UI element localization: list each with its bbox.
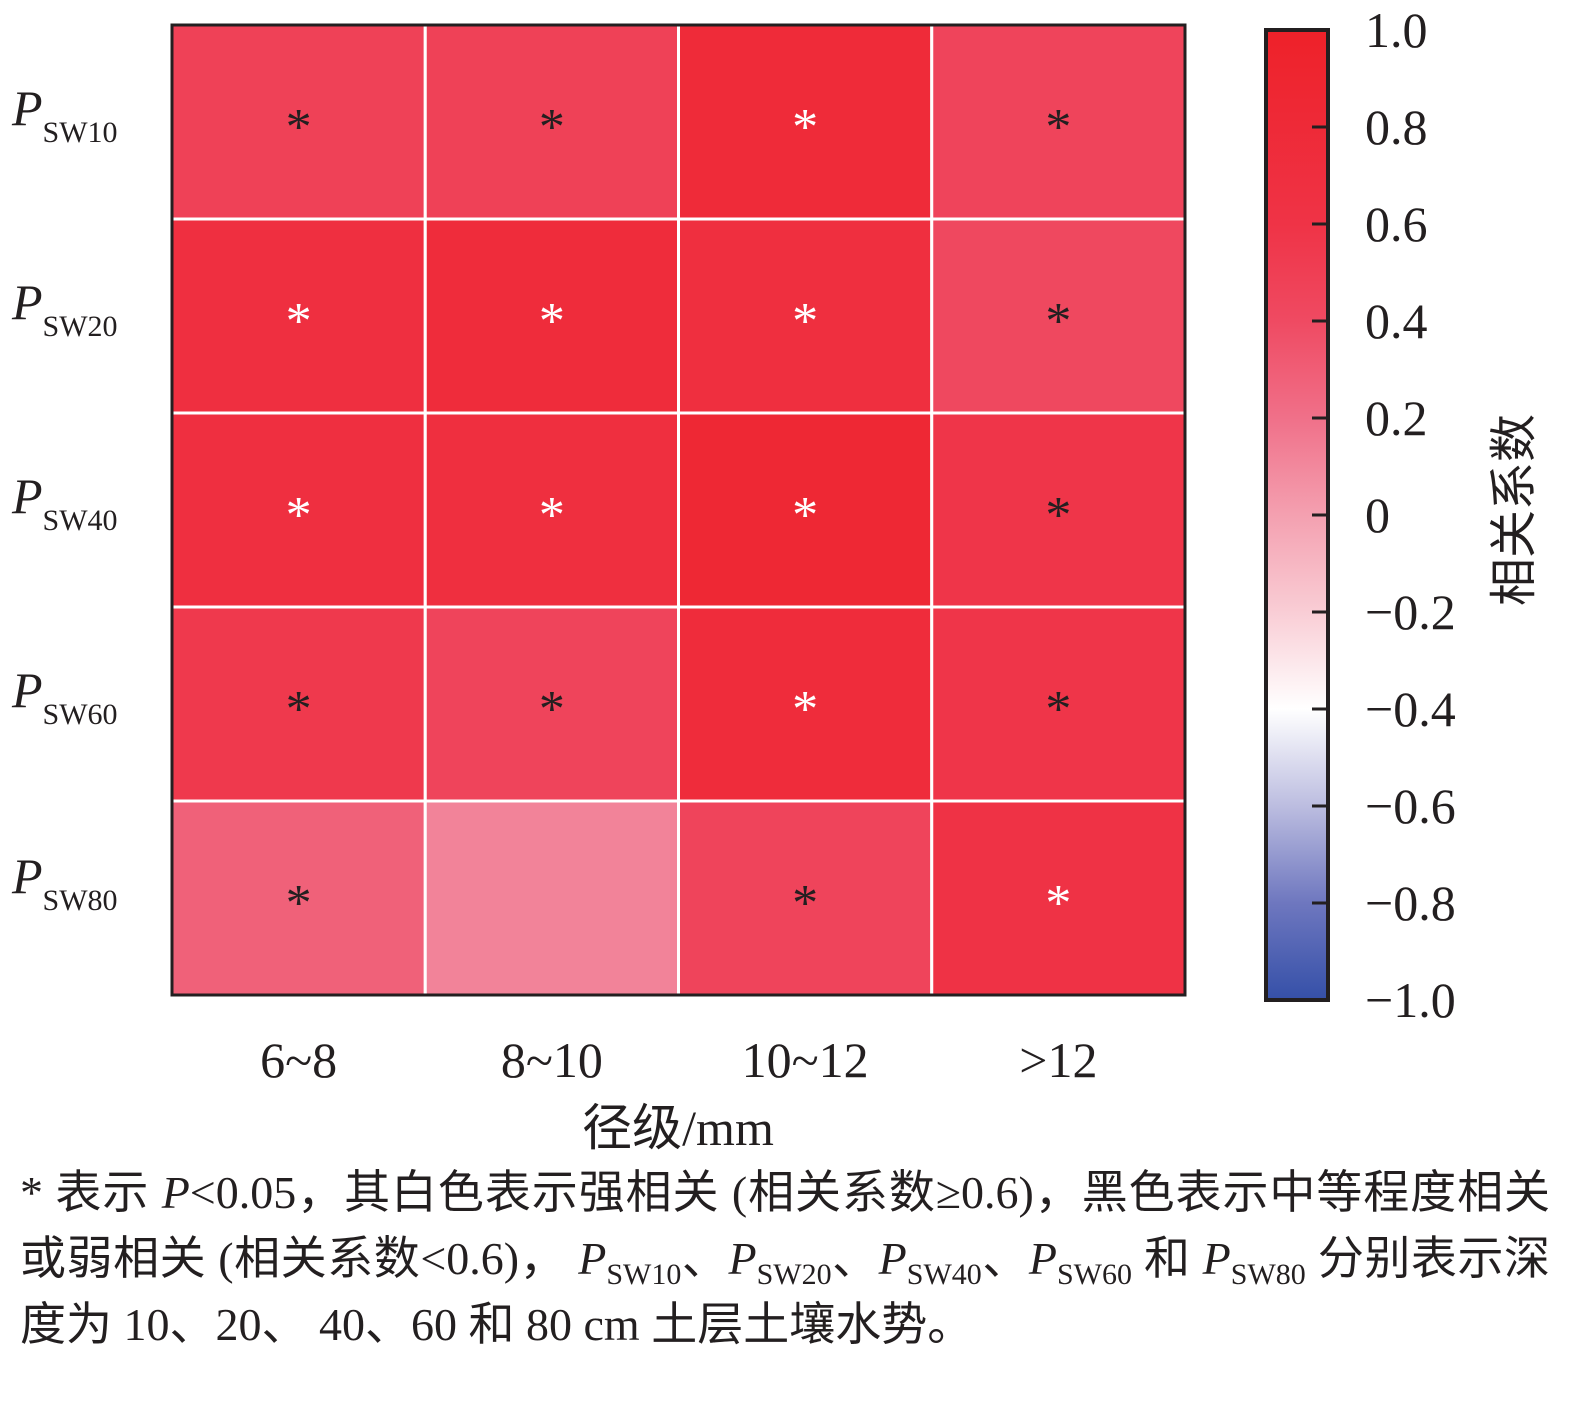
y-axis-labels: PSW10 PSW20 PSW40 PSW60 PSW80 xyxy=(11,80,118,917)
x-tick-label: 6~8 xyxy=(260,1032,337,1088)
significance-marker: * xyxy=(792,875,818,932)
caption-sub: SW80 xyxy=(1230,1258,1306,1291)
colorbar-tick-label: 1.0 xyxy=(1365,2,1428,58)
heatmap-cells: * * * * * * * * * * * * * * * * * * * xyxy=(170,23,1187,997)
caption-sep: 、 xyxy=(681,1233,729,1284)
significance-marker: * xyxy=(286,875,312,932)
heatmap-cell xyxy=(677,799,934,997)
plot-frame xyxy=(170,23,1187,997)
caption-sub: SW20 xyxy=(756,1258,832,1291)
significance-marker: * xyxy=(1045,487,1071,544)
significance-marker: * xyxy=(539,293,565,350)
heatmap-cell xyxy=(170,217,427,415)
y-tick-label: PSW60 xyxy=(11,662,118,731)
colorbar-tick-label: 0.8 xyxy=(1365,99,1428,155)
figure-caption: * 表示 P<0.05，其白色表示强相关 (相关系数≥0.6)，黑色表示中等程度… xyxy=(20,1160,1550,1358)
caption-p: P xyxy=(878,1233,907,1284)
heatmap-cell xyxy=(423,23,680,221)
heatmap-cell xyxy=(930,23,1187,221)
heatmap-cell xyxy=(170,23,427,221)
y-tick-label: PSW40 xyxy=(11,468,118,537)
heatmap-chart: * * * * * * * * * * * * * * * * * * * PSW10 PSW20 PSW40 PSW60… xyxy=(11,2,1541,1156)
significance-marker: * xyxy=(1045,875,1071,932)
x-tick-label: 8~10 xyxy=(501,1032,603,1088)
significance-marker: * xyxy=(792,99,818,156)
heatmap-cell xyxy=(423,799,680,997)
significance-marker: * xyxy=(792,293,818,350)
significance-marker: * xyxy=(539,681,565,738)
caption-p: P xyxy=(728,1233,757,1284)
y-tick-label: PSW80 xyxy=(11,848,118,917)
colorbar-tick-label: 0.2 xyxy=(1365,390,1428,446)
colorbar-tick-label: −0.2 xyxy=(1365,584,1456,640)
significance-marker: * xyxy=(539,99,565,156)
significance-marker: * xyxy=(1045,99,1071,156)
caption-sep: 、 xyxy=(831,1233,879,1284)
colorbar-tick-label: −0.4 xyxy=(1365,681,1456,737)
significance-marker: * xyxy=(792,487,818,544)
heatmap-cell xyxy=(423,411,680,609)
colorbar-tick-label: −0.8 xyxy=(1365,875,1456,931)
significance-marker: * xyxy=(286,99,312,156)
colorbar-tick-label: 0 xyxy=(1365,487,1390,543)
significance-marker: * xyxy=(286,487,312,544)
x-tick-label: 10~12 xyxy=(742,1032,869,1088)
colorbar-label: 相关系数 xyxy=(1488,414,1541,606)
x-axis-labels: 6~8 8~10 10~12 >12 xyxy=(260,1032,1097,1088)
heatmap-cell xyxy=(170,605,427,803)
heatmap-cell xyxy=(930,411,1187,609)
caption-p: P xyxy=(1028,1233,1057,1284)
significance-marker: * xyxy=(539,487,565,544)
caption-and: 和 xyxy=(1132,1233,1203,1284)
significance-marker: * xyxy=(286,681,312,738)
caption-sub: SW10 xyxy=(606,1258,682,1291)
colorbar-ticks: 1.0 0.8 0.6 0.4 0.2 0 −0.2 −0.4 −0.6 −0.8 −1.0 xyxy=(1312,2,1456,1028)
significance-marker: * xyxy=(1045,293,1071,350)
significance-marker: * xyxy=(286,293,312,350)
colorbar-tick-label: −1.0 xyxy=(1365,972,1456,1028)
caption-p: P xyxy=(1202,1233,1231,1284)
caption-p: P xyxy=(161,1167,190,1218)
colorbar-tick-label: −0.6 xyxy=(1365,778,1456,834)
heatmap-cell xyxy=(930,605,1187,803)
y-tick-label: PSW20 xyxy=(11,274,118,343)
heatmap-cell xyxy=(423,217,680,415)
caption-sub: SW40 xyxy=(906,1258,982,1291)
colorbar-tick-label: 0.6 xyxy=(1365,196,1428,252)
significance-marker: * xyxy=(1045,681,1071,738)
caption-text: <0.05，其白色表示强相关 (相关系数≥0.6)，黑色表示中等程度相关或弱相关… xyxy=(20,1167,1550,1284)
colorbar-tick-label: 0.4 xyxy=(1365,293,1428,349)
heatmap-cell xyxy=(930,799,1187,997)
x-tick-label: >12 xyxy=(1019,1032,1097,1088)
significance-marker: * xyxy=(792,681,818,738)
caption-text: 分别表示深度为 10、20、 40、60 和 80 cm 土层土壤水势。 xyxy=(20,1233,1551,1350)
y-tick-label: PSW10 xyxy=(11,80,118,149)
x-axis-title: 径级/mm xyxy=(582,1100,774,1156)
heatmap-cell xyxy=(423,605,680,803)
caption-sub: SW60 xyxy=(1057,1258,1132,1291)
caption-p: P xyxy=(578,1233,607,1284)
heatmap-cell xyxy=(930,217,1187,415)
caption-sep: 、 xyxy=(981,1233,1029,1284)
caption-text: * 表示 xyxy=(20,1167,162,1218)
